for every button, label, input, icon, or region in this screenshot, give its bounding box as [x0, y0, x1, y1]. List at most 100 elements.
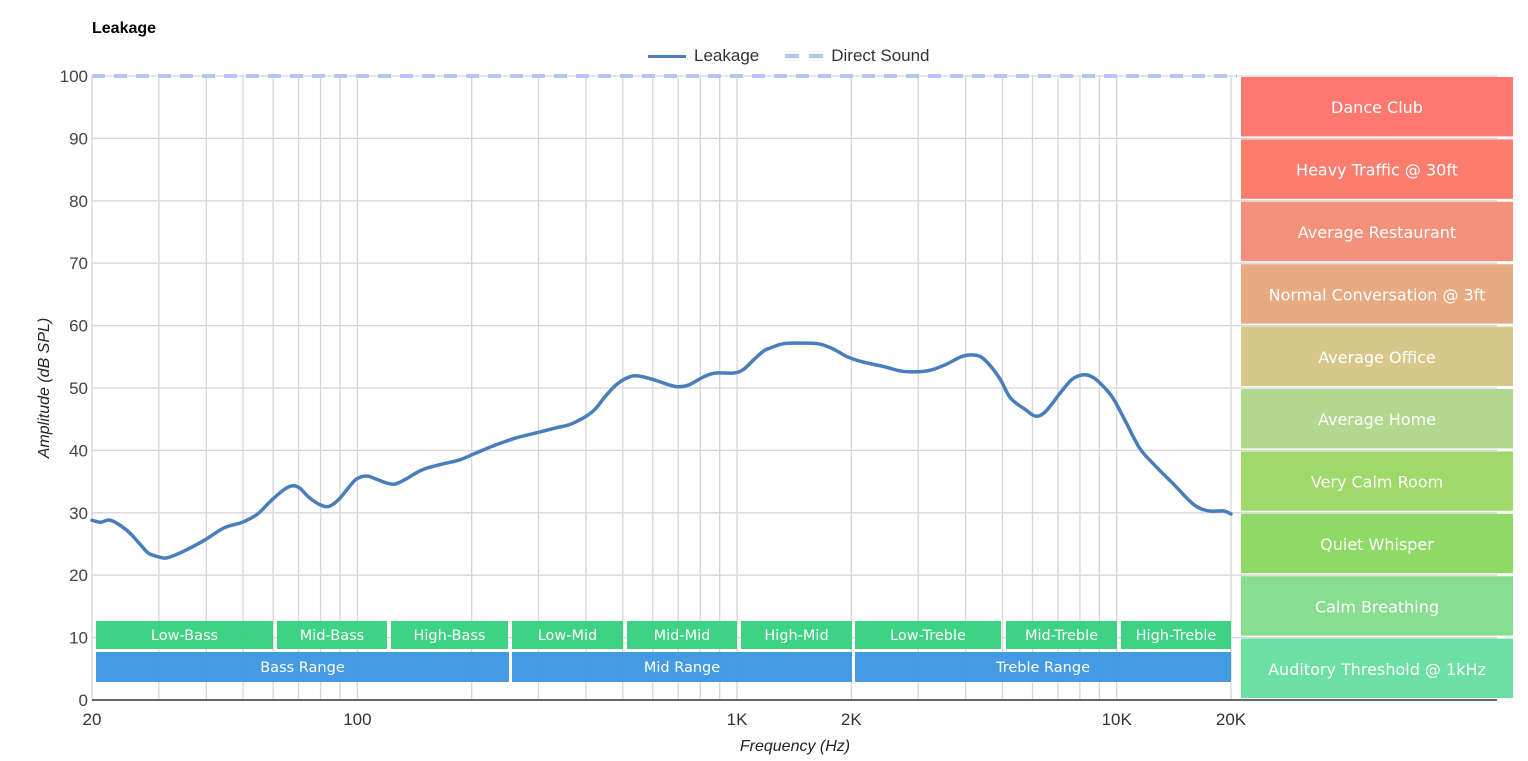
reference-levels-panel: Dance Club Heavy Traffic @ 30ft Average Re… [1241, 77, 1513, 698]
sub-band-block: High-Mid [741, 621, 852, 649]
band-bg [1121, 621, 1231, 649]
band-bg [1006, 621, 1117, 649]
reference-level-block: Quiet Whisper [1241, 513, 1513, 574]
y-tick-label: 10 [69, 629, 88, 648]
legend: Leakage Direct Sound [648, 46, 956, 66]
band-bg [855, 652, 1231, 682]
band-bg [512, 621, 623, 649]
reference-level-label: Very Calm Room [1311, 473, 1443, 492]
y-tick-label: 70 [69, 254, 88, 273]
reference-level-label: Dance Club [1331, 98, 1423, 117]
x-tick-label: 2K [841, 710, 862, 729]
reference-level-block: Average Office [1241, 326, 1513, 386]
x-tick-label: 100 [343, 710, 371, 729]
y-tick-label: 60 [69, 317, 88, 336]
band-bg [391, 621, 508, 649]
x-axis-label: Frequency (Hz) [740, 738, 850, 755]
x-tick-label: 20 [83, 710, 102, 729]
band-label: Low-Treble [890, 628, 966, 644]
sub-band-block: Low-Bass [96, 621, 273, 649]
reference-level-bg [1241, 576, 1513, 636]
reference-level-block: Calm Breathing [1241, 576, 1513, 636]
reference-level-label: Heavy Traffic @ 30ft [1296, 161, 1458, 180]
reference-level-block: Average Restaurant [1241, 201, 1513, 262]
grid [91, 75, 1497, 700]
sub-band-block: Mid-Bass [277, 621, 387, 649]
reference-level-label: Quiet Whisper [1320, 535, 1434, 554]
band-label: Low-Mid [538, 628, 598, 644]
reference-level-block: Dance Club [1241, 77, 1513, 137]
reference-level-block: Normal Conversation @ 3ft [1241, 264, 1513, 324]
band-label: Treble Range [995, 660, 1090, 676]
legend-label: Leakage [694, 46, 760, 65]
y-tick-label: 90 [69, 129, 88, 148]
y-tick-label: 80 [69, 192, 88, 211]
band-bg [855, 621, 1001, 649]
band-label: High-Bass [414, 628, 486, 644]
reference-level-label: Average Restaurant [1298, 223, 1456, 242]
x-tick-label: 20K [1216, 710, 1247, 729]
frequency-bands: Low-Bass Mid-Bass High-Bass Low-Mid Mid-Mid H… [96, 621, 1231, 682]
reference-level-bg [1241, 638, 1513, 698]
reference-level-bg [1241, 201, 1513, 262]
legend-item-leakage[interactable]: Leakage [648, 46, 759, 66]
reference-level-label: Calm Breathing [1315, 597, 1439, 616]
x-tick-label: 1K [727, 710, 748, 729]
band-label: Bass Range [260, 660, 345, 676]
leakage-line [90, 341, 1233, 560]
reference-level-bg [1241, 264, 1513, 324]
axes: 0 10 20 30 40 50 60 70 80 90 100 20 100 1K 2K 10K 20K [60, 67, 1497, 729]
x-tick-label: 10K [1102, 710, 1133, 729]
band-bg [277, 621, 387, 649]
series [90, 74, 1237, 560]
band-label: Mid-Bass [300, 628, 364, 644]
legend-item-direct-sound[interactable]: Direct Sound [785, 46, 930, 66]
legend-label: Direct Sound [831, 46, 930, 65]
reference-level-label: Normal Conversation @ 3ft [1269, 285, 1486, 304]
band-bg [512, 652, 852, 682]
band-label: High-Mid [764, 628, 828, 644]
reference-level-bg [1241, 326, 1513, 386]
y-axis-label: Amplitude (dB SPL) [36, 318, 53, 460]
band-label: Low-Bass [151, 628, 218, 644]
band-label: Mid-Mid [654, 628, 711, 644]
range-band-block: Mid Range [512, 652, 852, 682]
y-tick-label: 100 [60, 67, 88, 86]
reference-level-block: Average Home [1241, 389, 1513, 449]
y-tick-label: 20 [69, 566, 88, 585]
y-tick-label: 30 [69, 504, 88, 523]
reference-level-block: Heavy Traffic @ 30ft [1241, 139, 1513, 199]
solid-line-icon [648, 54, 686, 58]
y-tick-label: 50 [69, 379, 88, 398]
sub-band-block: High-Treble [1121, 621, 1231, 649]
reference-level-label: Auditory Threshold @ 1kHz [1268, 660, 1486, 679]
band-bg [96, 621, 273, 649]
reference-level-label: Average Office [1318, 348, 1436, 367]
reference-level-label: Average Home [1318, 410, 1436, 429]
reference-level-block: Auditory Threshold @ 1kHz [1241, 638, 1513, 698]
dashed-line-icon [785, 54, 824, 58]
reference-level-bg [1241, 389, 1513, 449]
range-band-block: Bass Range [96, 652, 509, 682]
chart-title: Leakage [92, 20, 157, 37]
reference-level-bg [1241, 513, 1513, 574]
reference-level-bg [1241, 139, 1513, 199]
sub-band-block: High-Bass [391, 621, 508, 649]
band-label: Mid Range [644, 660, 720, 676]
band-bg [741, 621, 852, 649]
y-tick-label: 0 [79, 691, 88, 710]
reference-level-bg [1241, 451, 1513, 511]
band-label: Mid-Treble [1025, 628, 1098, 644]
reference-level-bg [1241, 77, 1513, 137]
band-bg [96, 652, 509, 682]
sub-band-block: Mid-Treble [1006, 621, 1117, 649]
band-label: High-Treble [1136, 628, 1217, 644]
y-tick-label: 40 [69, 441, 88, 460]
band-bg [627, 621, 737, 649]
sub-band-block: Mid-Mid [627, 621, 737, 649]
range-band-block: Treble Range [855, 652, 1231, 682]
sub-band-block: Low-Mid [512, 621, 623, 649]
sub-band-block: Low-Treble [855, 621, 1001, 649]
